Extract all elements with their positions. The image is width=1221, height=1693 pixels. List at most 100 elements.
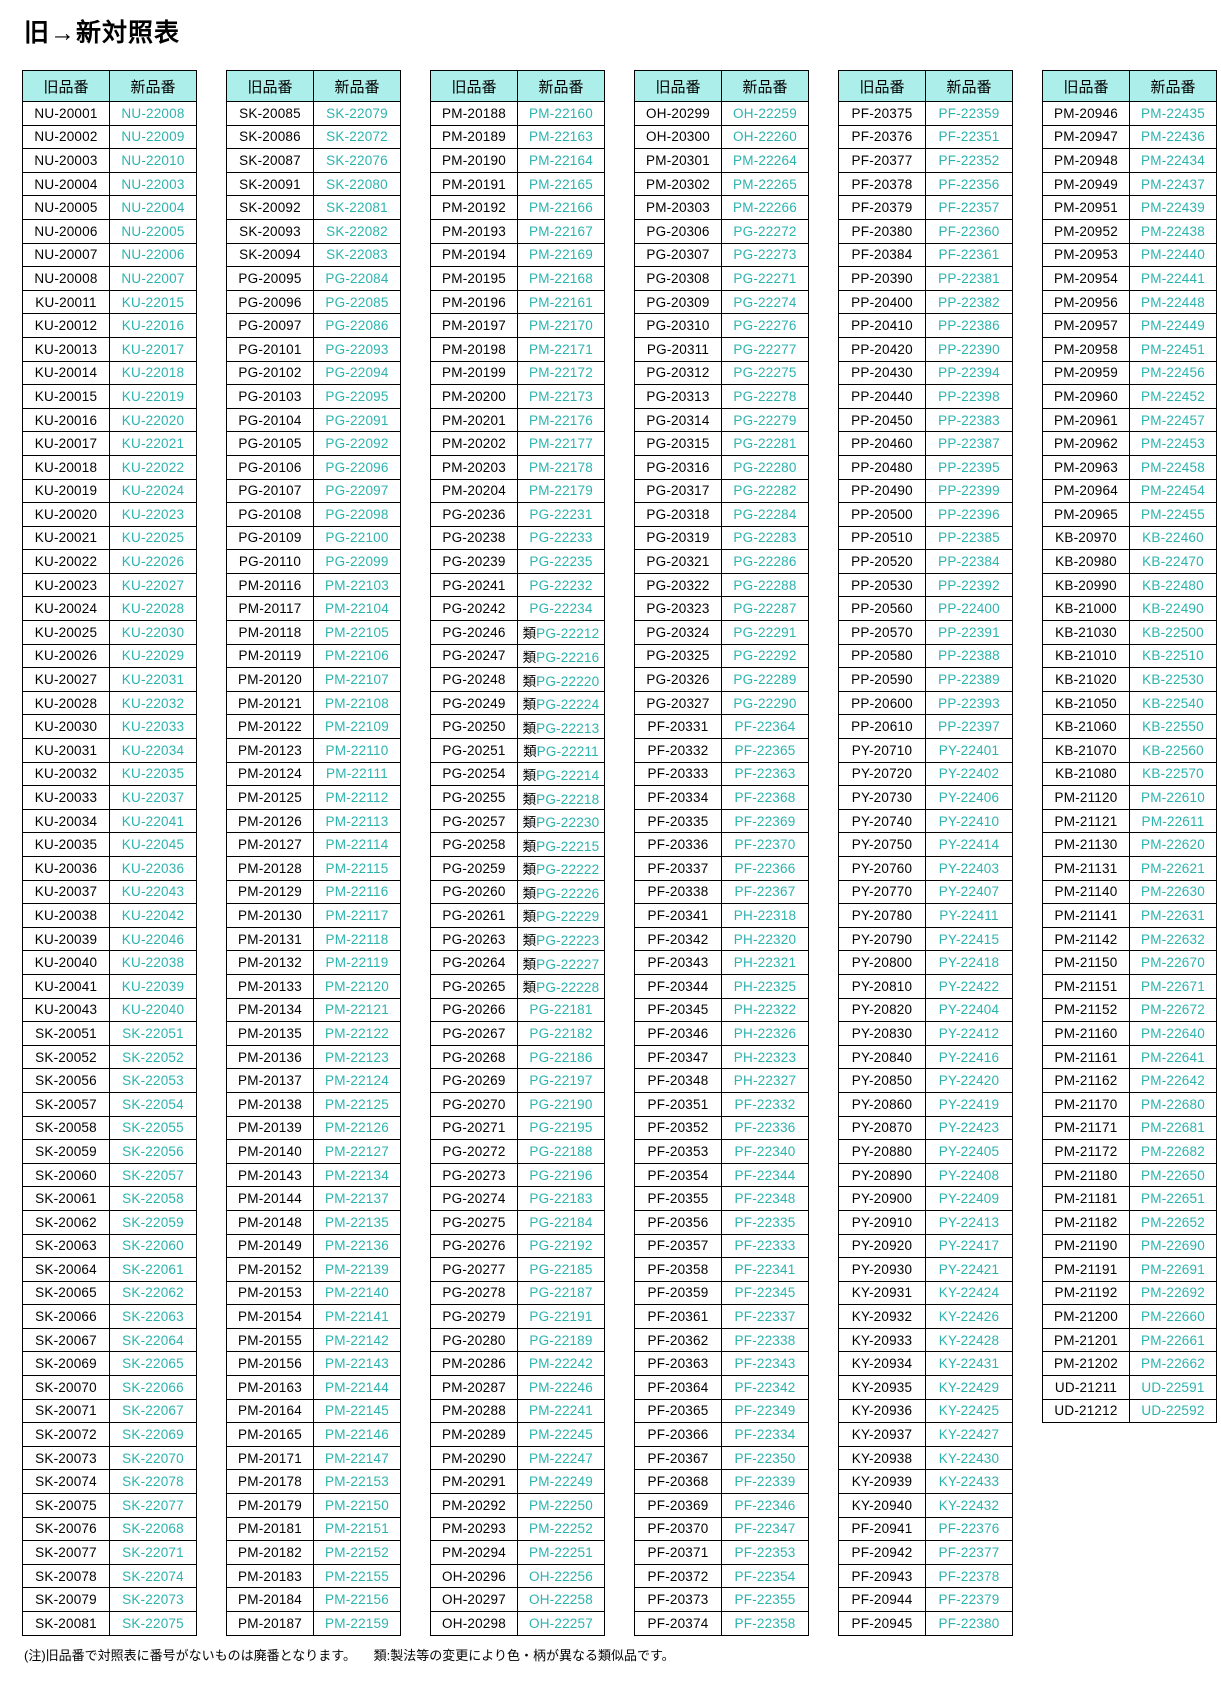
old-part-cell: PP-20390 xyxy=(838,266,926,291)
table-row: SK-20074 SK-22078 xyxy=(22,1469,197,1495)
new-part-cell: PM-22241 xyxy=(517,1398,605,1424)
old-part-cell: PM-21182 xyxy=(1042,1209,1130,1235)
new-part-cell: PM-22266 xyxy=(721,195,809,220)
old-part-cell: PF-20376 xyxy=(838,124,926,150)
old-part-cell: PM-20286 xyxy=(430,1351,518,1377)
table-row: PG-20269 PG-22197 xyxy=(430,1068,605,1093)
new-part-cell: PF-22333 xyxy=(721,1233,809,1259)
header-row: 旧品番 新品番 xyxy=(22,70,197,102)
table-row: PF-20345 PH-22322 xyxy=(634,997,809,1023)
old-part-cell: PM-20190 xyxy=(430,148,518,173)
new-part-cell: PM-22692 xyxy=(1129,1280,1217,1306)
new-part-cell: PG-22099 xyxy=(313,549,401,574)
old-part-cell: KY-20936 xyxy=(838,1398,926,1424)
table-row: PG-20258 類PG-22215 xyxy=(430,832,605,857)
table-row: PY-20710 PY-22401 xyxy=(838,738,1013,763)
new-part-cell: PM-22439 xyxy=(1129,195,1217,220)
header-row: 旧品番 新品番 xyxy=(226,70,401,102)
new-part-cell: PG-22232 xyxy=(517,572,605,598)
conversion-table-5: 旧品番 新品番 PF-20375 PF-22359 PF-20376 PF-22351 PF… xyxy=(838,70,1013,1636)
table-row: PM-20134 PM-22121 xyxy=(226,997,401,1023)
old-part-cell: KU-20030 xyxy=(22,714,110,740)
table-row: PM-21170 PM-22680 xyxy=(1042,1091,1217,1117)
new-part-cell: 類PG-22228 xyxy=(517,973,605,999)
old-part-cell: PG-20278 xyxy=(430,1280,518,1306)
table-row: PM-21120 PM-22610 xyxy=(1042,785,1217,810)
old-part-cell: SK-20076 xyxy=(22,1516,110,1542)
table-row: PG-20266 PG-22181 xyxy=(430,997,605,1023)
table-row: PY-20770 PY-22407 xyxy=(838,879,1013,905)
new-part-cell: PG-22278 xyxy=(721,384,809,409)
table-row: PF-20359 PF-22345 xyxy=(634,1280,809,1306)
old-part-cell: PM-21180 xyxy=(1042,1162,1130,1188)
new-part-cell: PY-22405 xyxy=(925,1139,1013,1164)
new-part-cell: PY-22408 xyxy=(925,1162,1013,1188)
table-row: KY-20931 KY-22424 xyxy=(838,1280,1013,1306)
new-part-cell: SK-22072 xyxy=(313,124,401,150)
old-part-cell: PG-20236 xyxy=(430,502,518,527)
new-part-cell: KU-22045 xyxy=(109,832,197,857)
new-part-cell: PF-22344 xyxy=(721,1162,809,1188)
new-part-cell: PM-22125 xyxy=(313,1091,401,1117)
table-row: PF-20380 PF-22360 xyxy=(838,218,1013,244)
old-part-cell: PF-20334 xyxy=(634,785,722,810)
old-part-cell: OH-20298 xyxy=(430,1611,518,1636)
new-part-cell: PP-22383 xyxy=(925,407,1013,433)
new-part-cell: PF-22342 xyxy=(721,1375,809,1400)
table-row: PP-20410 PP-22386 xyxy=(838,313,1013,338)
old-part-cell: KU-20039 xyxy=(22,926,110,952)
table-row: PG-20312 PG-22275 xyxy=(634,360,809,386)
old-part-cell: PG-20242 xyxy=(430,596,518,622)
old-part-cell: PM-20956 xyxy=(1042,289,1130,315)
table-row: PM-20154 PM-22141 xyxy=(226,1304,401,1329)
old-part-cell: PM-20163 xyxy=(226,1375,314,1400)
table-row: SK-20092 SK-22081 xyxy=(226,195,401,220)
table-row: PG-20318 PG-22284 xyxy=(634,502,809,527)
table-row: PM-20188 PM-22160 xyxy=(430,101,605,126)
table-row: PY-20900 PY-22409 xyxy=(838,1186,1013,1211)
new-part-cell: PM-22437 xyxy=(1129,171,1217,197)
new-part-cell: NU-22009 xyxy=(109,124,197,150)
table-row: PM-21202 PM-22662 xyxy=(1042,1351,1217,1377)
table-row: PF-20376 PF-22351 xyxy=(838,124,1013,150)
new-part-cell: PM-22435 xyxy=(1129,101,1217,126)
new-part-cell: KU-22042 xyxy=(109,903,197,928)
table-row: PM-20144 PM-22137 xyxy=(226,1186,401,1211)
old-part-cell: KY-20932 xyxy=(838,1304,926,1329)
new-part-cell: PM-22146 xyxy=(313,1422,401,1447)
old-part-cell: PP-20420 xyxy=(838,336,926,362)
old-part-cell: PM-20202 xyxy=(430,431,518,456)
new-part-cell: PM-22650 xyxy=(1129,1162,1217,1188)
table-row: PM-20143 PM-22134 xyxy=(226,1162,401,1188)
new-part-cell: PM-22106 xyxy=(313,643,401,669)
new-part-cell: PY-22402 xyxy=(925,761,1013,787)
table-row: PM-20290 PM-22247 xyxy=(430,1445,605,1471)
new-part-cell: PM-22632 xyxy=(1129,926,1217,952)
old-part-cell: PM-20197 xyxy=(430,313,518,338)
new-part-cell: PG-22091 xyxy=(313,407,401,433)
similar-item-mark: 類 xyxy=(522,933,537,949)
table-row: KU-20030 KU-22033 xyxy=(22,714,197,740)
old-part-cell: PP-20480 xyxy=(838,454,926,480)
table-row: PM-20201 PM-22176 xyxy=(430,407,605,433)
new-part-cell: PM-22107 xyxy=(313,667,401,692)
old-part-cell: KB-21010 xyxy=(1042,643,1130,669)
new-part-cell: 類PG-22224 xyxy=(517,690,605,716)
old-part-cell: PM-20130 xyxy=(226,903,314,928)
new-part-cell: SK-22068 xyxy=(109,1516,197,1542)
old-part-cell: PM-20954 xyxy=(1042,266,1130,291)
new-part-cell: PY-22412 xyxy=(925,1021,1013,1046)
table-row: PM-20130 PM-22117 xyxy=(226,903,401,928)
table-row: PM-20951 PM-22439 xyxy=(1042,195,1217,220)
old-part-header: 旧品番 xyxy=(1042,70,1130,102)
table-row: KB-21060 KB-22550 xyxy=(1042,714,1217,740)
old-part-cell: KU-20021 xyxy=(22,525,110,551)
old-part-cell: PP-20600 xyxy=(838,690,926,716)
table-row: PY-20720 PY-22402 xyxy=(838,761,1013,787)
old-part-cell: PM-20959 xyxy=(1042,360,1130,386)
table-row: KY-20936 KY-22425 xyxy=(838,1398,1013,1424)
table-row: PM-20165 PM-22146 xyxy=(226,1422,401,1447)
table-row: PM-20136 PM-22123 xyxy=(226,1044,401,1070)
old-part-cell: KU-20031 xyxy=(22,738,110,763)
new-part-cell: PG-22274 xyxy=(721,289,809,315)
